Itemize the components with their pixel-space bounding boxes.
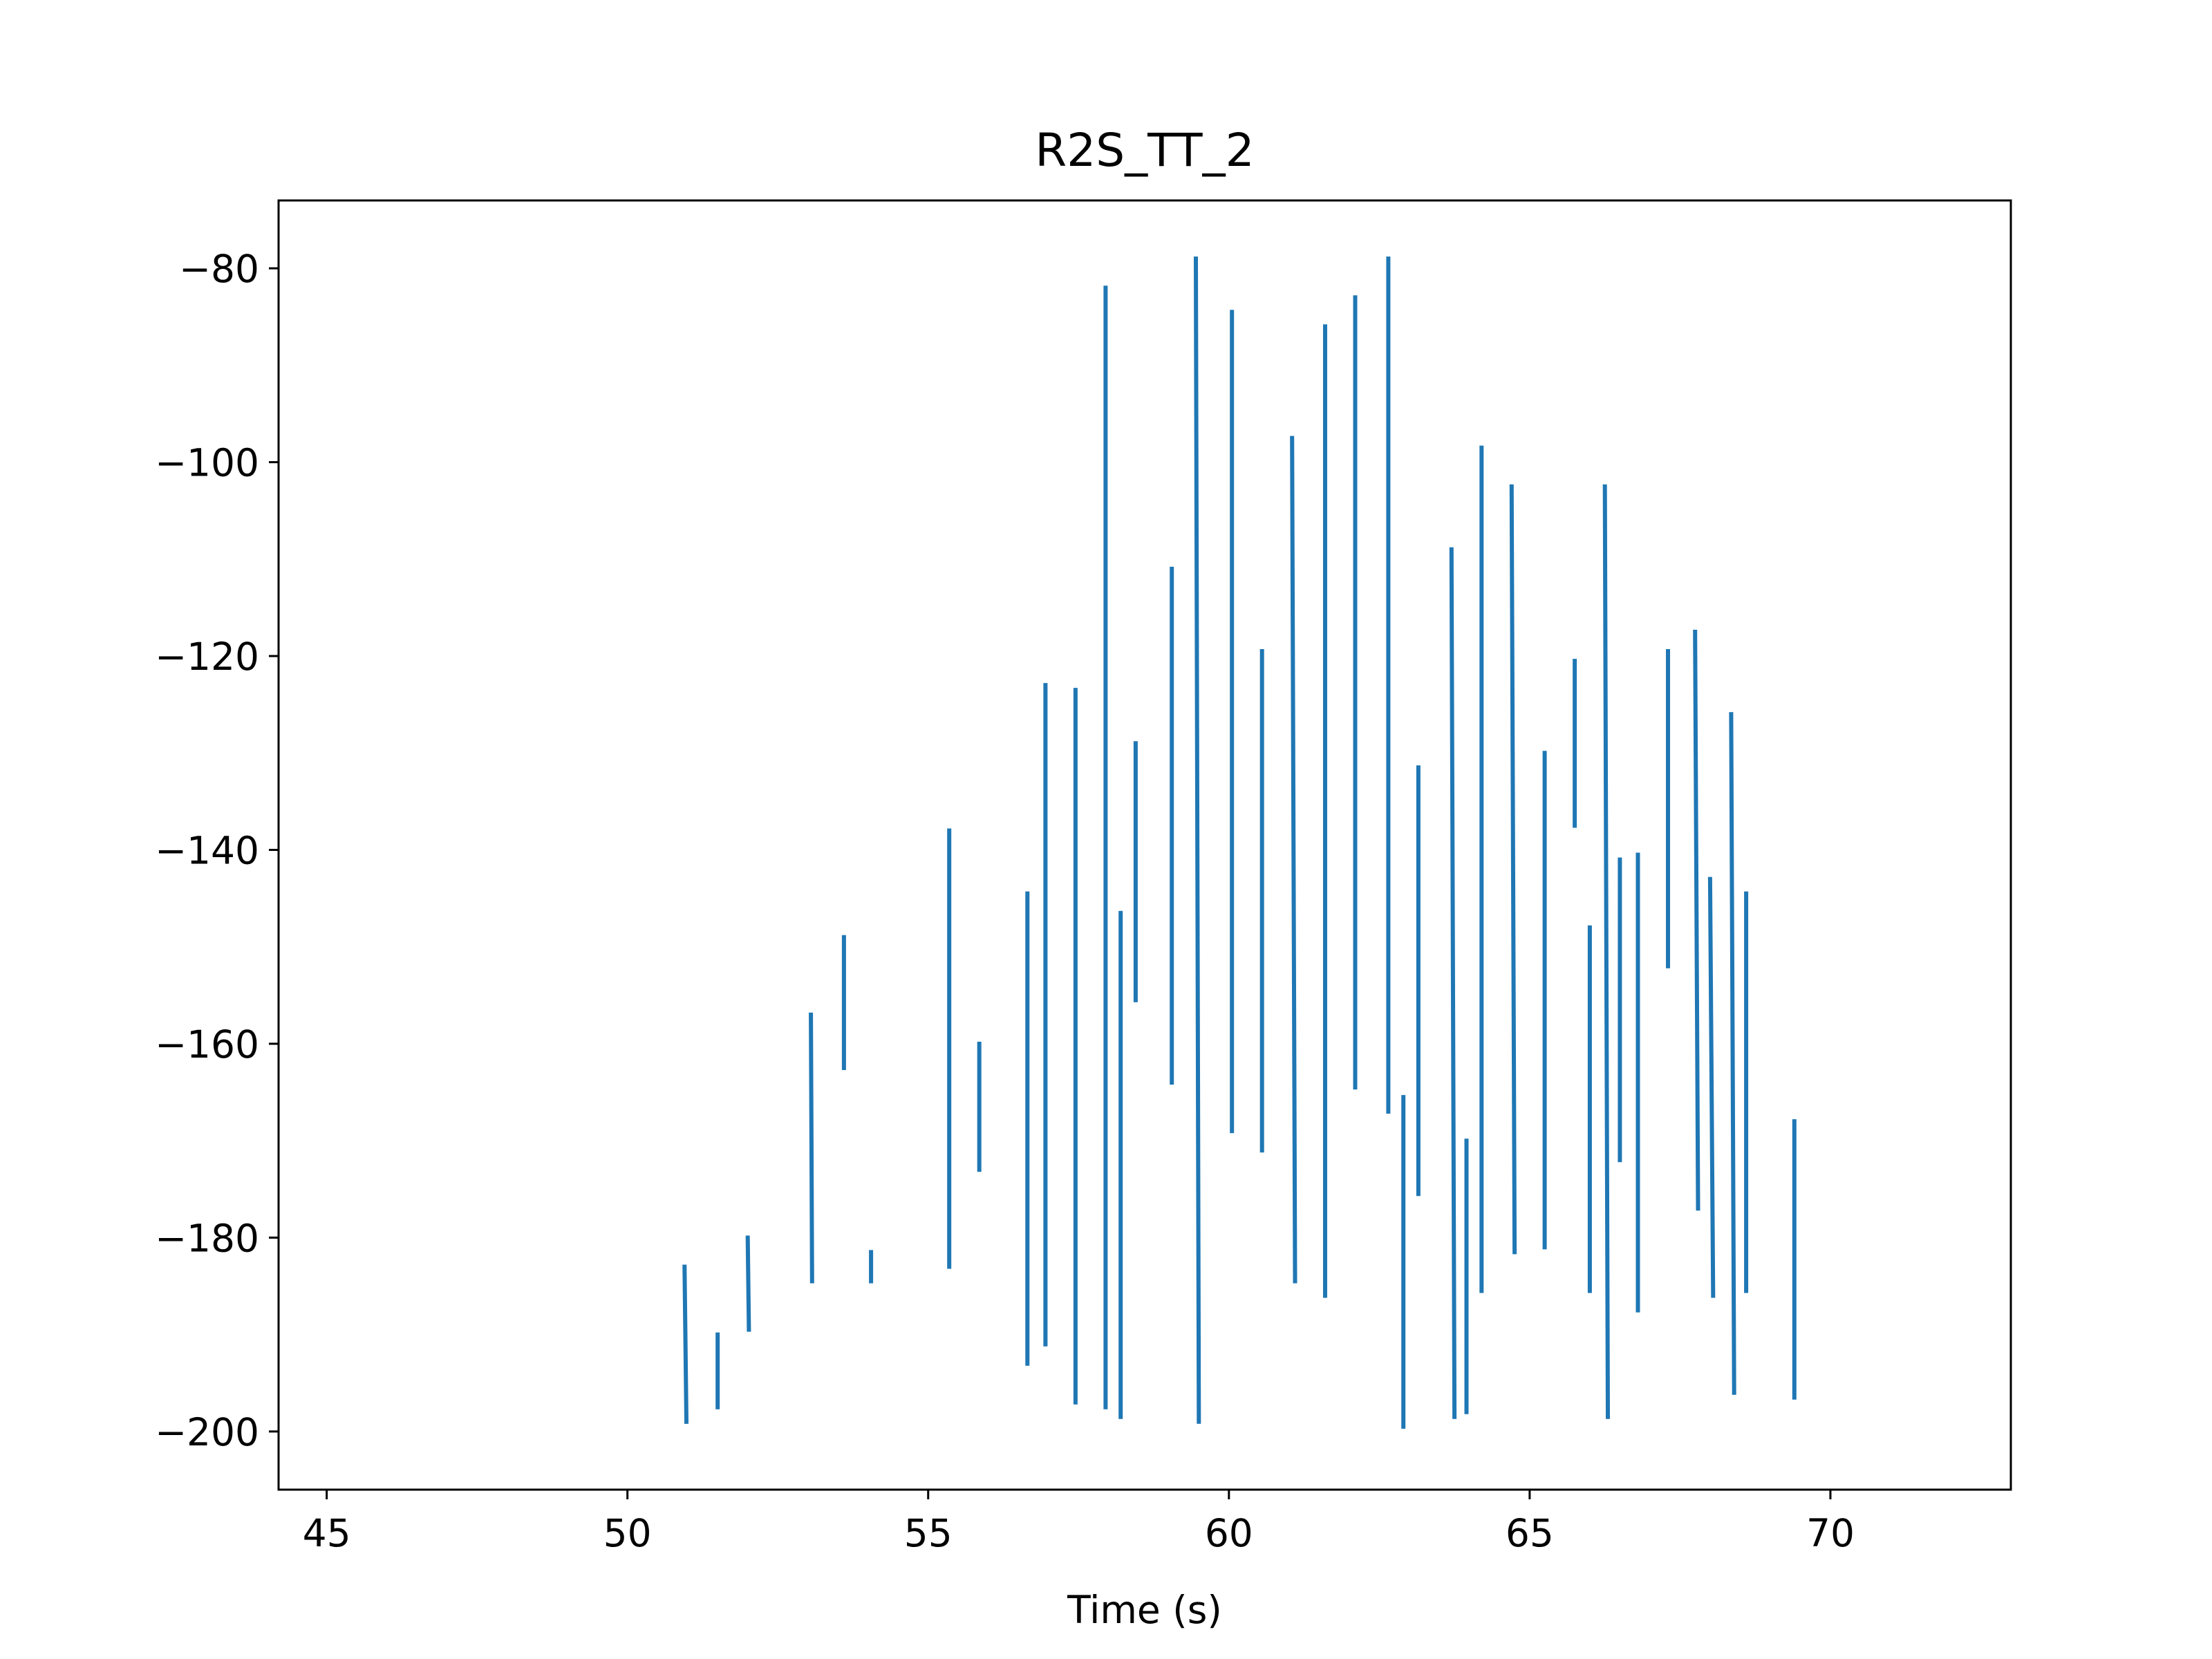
series-segment-36 — [1693, 629, 1700, 1211]
series-segment-1 — [682, 1264, 689, 1424]
plot-frame — [277, 199, 2012, 1491]
y-tick-label: −200 — [155, 1410, 259, 1454]
series-segment-38 — [1729, 712, 1736, 1395]
x-tick-label: 65 — [1506, 1511, 1554, 1555]
y-tick-label: −100 — [155, 441, 259, 485]
x-axis-label: Time (s) — [1067, 1588, 1222, 1632]
series-segment-16 — [1193, 256, 1201, 1424]
series-segment-25 — [1449, 547, 1457, 1419]
series-segment-37 — [1707, 877, 1716, 1298]
y-tick-label: −180 — [155, 1216, 259, 1260]
y-tick-label: −160 — [155, 1022, 259, 1067]
series-segment-19 — [1290, 435, 1297, 1284]
y-tick-label: −80 — [179, 247, 259, 291]
series-segment-4 — [809, 1012, 814, 1284]
x-axis-ticks: 45 50 55 60 65 70 — [303, 1490, 1855, 1555]
y-tick-label: −120 — [155, 635, 259, 679]
x-tick-label: 50 — [603, 1511, 652, 1555]
series-segment-3 — [745, 1235, 751, 1332]
series-segment-32 — [1602, 484, 1611, 1419]
x-tick-label: 70 — [1806, 1511, 1855, 1555]
x-tick-label: 60 — [1205, 1511, 1253, 1555]
series-segment-28 — [1509, 484, 1517, 1255]
y-axis-ticks: −80 −100 −120 −140 −160 −180 −200 — [155, 247, 279, 1454]
x-tick-label: 55 — [904, 1511, 953, 1555]
x-tick-label: 45 — [303, 1511, 351, 1555]
y-tick-label: −140 — [155, 829, 259, 873]
chart-title: R2S_TT_2 — [1035, 124, 1254, 177]
series-layer — [682, 256, 1797, 1429]
